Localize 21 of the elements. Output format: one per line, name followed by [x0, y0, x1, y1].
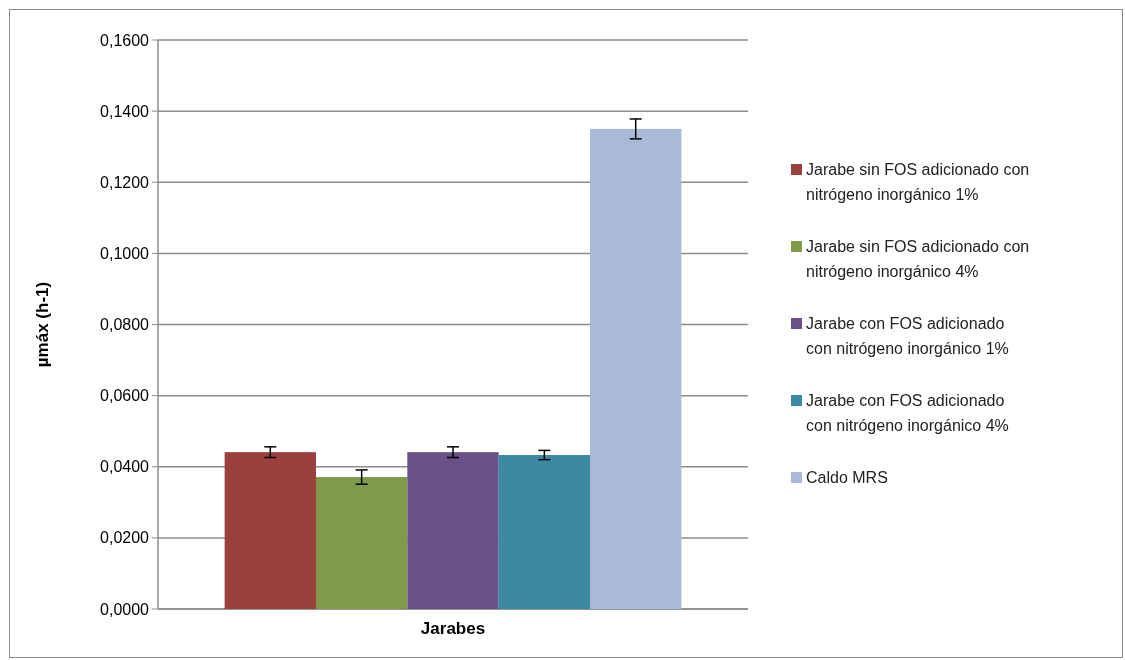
bar [407, 452, 499, 609]
bar [590, 128, 682, 609]
x-axis-title: Jarabes [420, 619, 486, 638]
bar [224, 452, 316, 609]
legend-label: Jarabe sin FOS adicionado con nitrógeno inorgánico 1% [806, 161, 1030, 203]
y-tick-label: 0,0400 [100, 458, 150, 476]
y-tick-label: 0,1000 [100, 244, 150, 262]
y-tick-label: 0,1200 [100, 173, 150, 191]
legend-label: Caldo MRS [806, 469, 888, 486]
legend-label: Jarabe con FOS adicionado con nitrógeno inorgánico 1% [806, 315, 1009, 357]
y-axis-title: µmáx (h-1) [33, 281, 52, 368]
legend-label: Jarabe sin FOS adicionado con nitrógeno inorgánico 4% [806, 238, 1030, 280]
y-tick-label: 0,0200 [100, 529, 150, 547]
bar [498, 455, 591, 609]
y-tick-label: 0,1600 [100, 31, 150, 49]
y-tick-label: 0,0800 [100, 316, 150, 334]
bar [315, 477, 408, 609]
y-tick-label: 0,0600 [100, 387, 150, 405]
y-tick-label: 0,0000 [100, 600, 150, 618]
y-tick-label: 0,1400 [100, 102, 150, 120]
legend-label: Jarabe con FOS adicionado con nitrógeno inorgánico 4% [806, 392, 1009, 434]
